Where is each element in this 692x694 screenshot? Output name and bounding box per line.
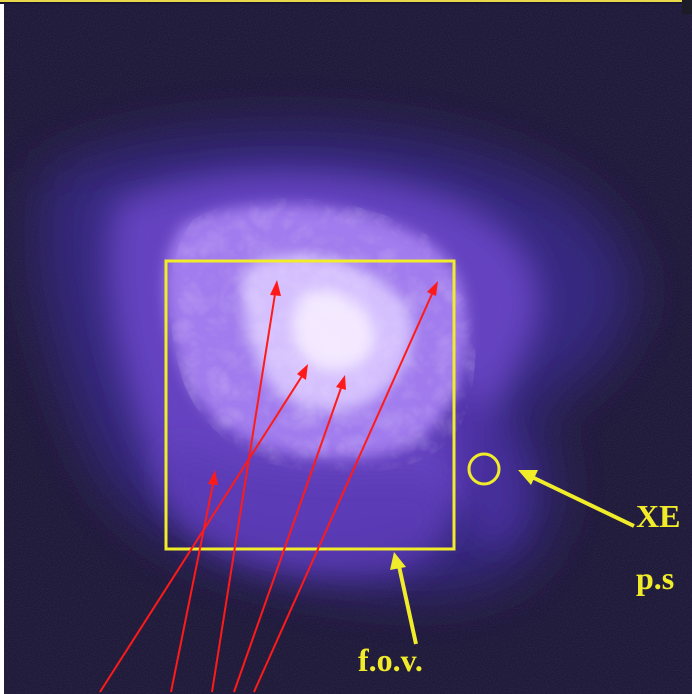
nebula-image <box>4 4 692 694</box>
point-source-circle <box>467 452 501 486</box>
red-arrow-3 <box>211 280 281 693</box>
xe-arrow <box>518 470 635 528</box>
xe-label: XE <box>636 498 681 534</box>
red-arrows <box>99 280 438 693</box>
point-source-label: p.s <box>636 560 675 596</box>
red-arrow-4 <box>233 375 346 693</box>
fov-box <box>164 259 456 551</box>
fov-label: f.o.v. <box>358 642 423 678</box>
top-border-accent <box>0 0 692 2</box>
red-arrow-2 <box>170 470 218 693</box>
fov-arrow <box>390 552 418 645</box>
red-arrow-1 <box>99 364 308 693</box>
corner-mark <box>682 0 692 14</box>
red-arrow-5 <box>253 281 438 693</box>
top-border <box>0 0 692 4</box>
